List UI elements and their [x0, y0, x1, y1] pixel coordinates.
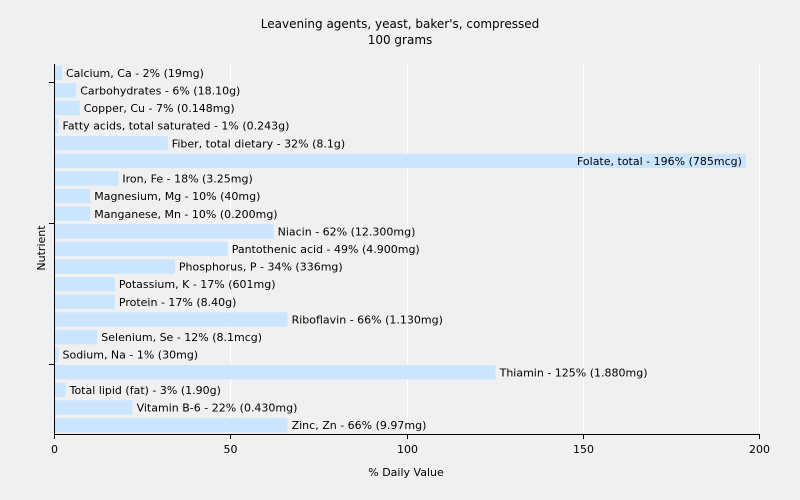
- bar: [55, 365, 496, 380]
- bar-value-label: Copper, Cu - 7% (0.148mg): [84, 102, 235, 115]
- x-tick-label: 150: [573, 443, 594, 456]
- bar-value-label: Sodium, Na - 1% (30mg): [63, 349, 199, 362]
- bar: [55, 171, 119, 186]
- bar: [55, 347, 59, 362]
- bar: [55, 329, 98, 345]
- bar: [55, 100, 80, 116]
- data-labels: Calcium, Ca - 2% (19mg) Carbohydrates - 6…: [63, 67, 742, 432]
- bar: [55, 382, 66, 398]
- bar-value-label: Carbohydrates - 6% (18.10g): [80, 84, 240, 97]
- bar-value-label: Manganese, Mn - 10% (0.200mg): [94, 208, 277, 221]
- bar-value-label: Pantothenic acid - 49% (4.900mg): [232, 243, 420, 256]
- bar: [55, 206, 91, 221]
- bar: [55, 224, 274, 239]
- bar-value-label: Iron, Fe - 18% (3.25mg): [122, 173, 252, 186]
- bar-value-label: Magnesium, Mg - 10% (40mg): [94, 190, 260, 203]
- bar: [55, 259, 175, 274]
- bar: [55, 277, 115, 292]
- bar-value-label: Total lipid (fat) - 3% (1.90g): [69, 384, 221, 397]
- bar-value-label: Folate, total - 196% (785mcg): [577, 155, 742, 168]
- bar-value-label: Selenium, Se - 12% (8.1mcg): [101, 331, 262, 344]
- bar: [55, 83, 77, 98]
- x-tick-label: 100: [397, 443, 418, 456]
- x-tick-label: 50: [224, 443, 238, 456]
- bar: [55, 400, 133, 415]
- y-axis-label: Nutrient: [35, 225, 48, 271]
- chart-title: Leavening agents, yeast, baker's, compre…: [261, 17, 539, 31]
- bar: [55, 153, 746, 169]
- bar: [55, 294, 115, 309]
- bar-value-label: Niacin - 62% (12.300mg): [278, 225, 416, 238]
- bar-value-label: Vitamin B-6 - 22% (0.430mg): [137, 402, 298, 415]
- bar: [55, 118, 59, 133]
- bar: [55, 65, 62, 80]
- bar-value-label: Calcium, Ca - 2% (19mg): [66, 67, 204, 80]
- bar: [55, 241, 228, 257]
- bar-value-label: Protein - 17% (8.40g): [119, 296, 237, 309]
- bar: [55, 312, 288, 327]
- bar-value-label: Thiamin - 125% (1.880mg): [499, 366, 648, 379]
- bar-value-label: Riboflavin - 66% (1.130mg): [292, 314, 443, 327]
- bar-value-label: Fatty acids, total saturated - 1% (0.243…: [63, 120, 290, 133]
- axes: [54, 64, 759, 435]
- ticks: 0 50 100 150 200: [49, 82, 770, 456]
- bar-value-label: Potassium, K - 17% (601mg): [119, 278, 276, 291]
- bar: [55, 136, 168, 151]
- chart-subtitle: 100 grams: [368, 33, 433, 47]
- x-axis-label: % Daily Value: [368, 466, 444, 479]
- bar: [55, 188, 91, 204]
- x-tick-label: 200: [749, 443, 770, 456]
- bars: [55, 65, 746, 433]
- bar-value-label: Zinc, Zn - 66% (9.97mg): [292, 419, 427, 432]
- bar: [55, 418, 288, 433]
- bar-value-label: Phosphorus, P - 34% (336mg): [179, 261, 343, 274]
- x-tick-label: 0: [51, 443, 58, 456]
- bar-value-label: Fiber, total dietary - 32% (8.1g): [172, 137, 345, 150]
